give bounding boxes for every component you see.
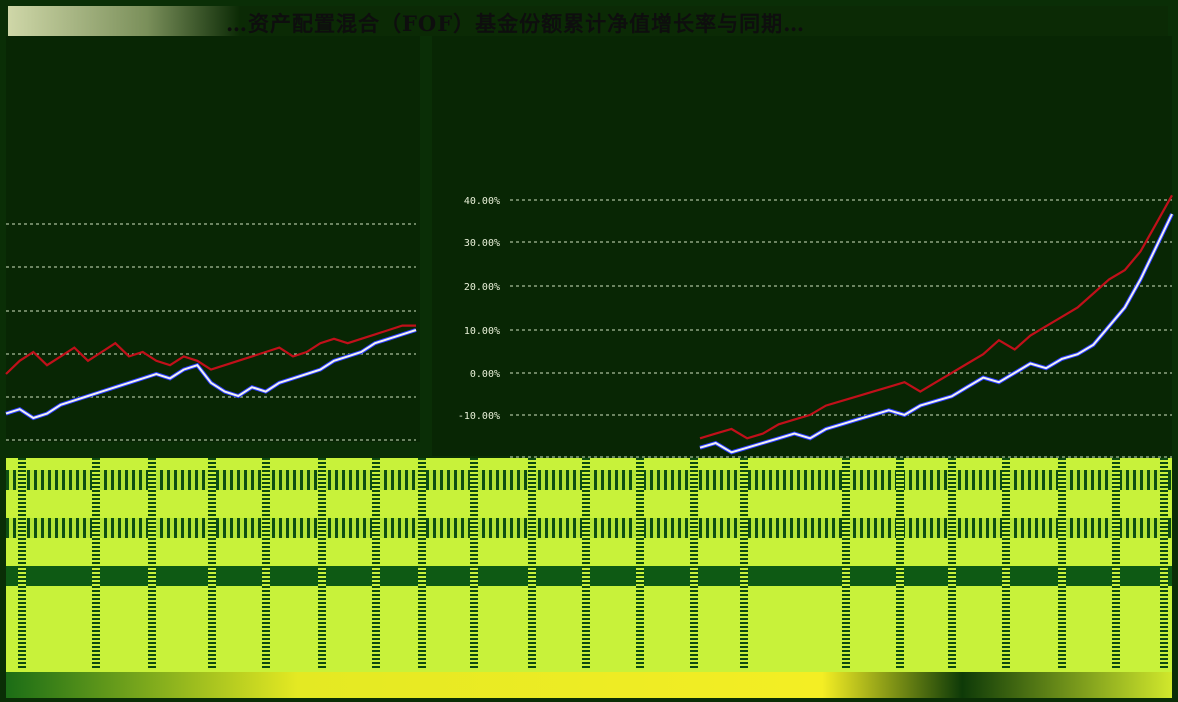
y-tick-label: 10.00%: [464, 326, 500, 337]
table-column: [148, 458, 156, 668]
table-column: [690, 458, 698, 668]
table-column: [528, 458, 536, 668]
table-column: [948, 458, 956, 668]
chart-title: …资产配置混合（FOF）基金份额累计净值增长率与同期…: [226, 11, 806, 36]
series-line: [5, 324, 416, 375]
plot-area: [432, 36, 1172, 456]
series-line: [699, 213, 1173, 454]
table-column: [582, 458, 590, 668]
table-column: [418, 458, 426, 668]
table-column: [636, 458, 644, 668]
table-column: [208, 458, 216, 668]
y-tick-label: 40.00%: [464, 196, 500, 207]
table-column: [842, 458, 850, 668]
chart-title-bar: …资产配置混合（FOF）基金份额累计净值增长率与同期…: [8, 6, 1168, 36]
table-column: [1112, 458, 1120, 668]
table-footer: [6, 672, 1172, 698]
table-column: [740, 458, 748, 668]
y-tick-label: 0.00%: [470, 369, 500, 380]
table-column: [896, 458, 904, 668]
table-column: [372, 458, 380, 668]
plot-area: [6, 36, 420, 442]
series-line: [699, 194, 1173, 440]
y-tick-label: -10.00%: [458, 411, 500, 422]
table-column: [18, 458, 26, 668]
table-column: [1160, 458, 1168, 668]
series-line: [5, 329, 417, 420]
table-column: [1058, 458, 1066, 668]
y-tick-label: 30.00%: [464, 238, 500, 249]
y-tick-label: 20.00%: [464, 282, 500, 293]
table-column: [92, 458, 100, 668]
table-column: [318, 458, 326, 668]
table-column: [1002, 458, 1010, 668]
table-column: [470, 458, 478, 668]
table-column: [262, 458, 270, 668]
